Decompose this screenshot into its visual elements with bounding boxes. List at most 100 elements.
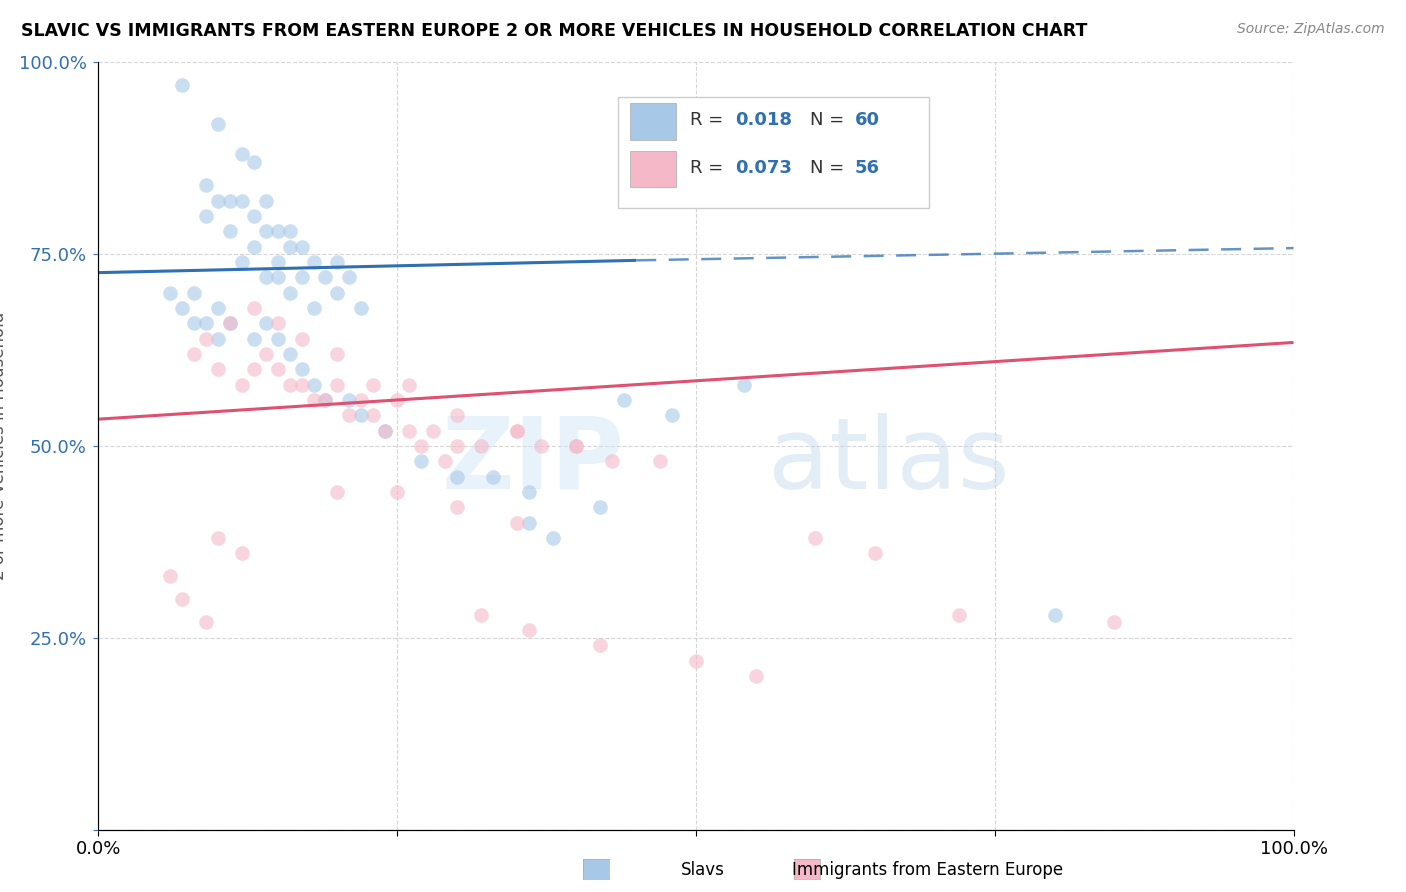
Text: 60: 60	[855, 111, 880, 129]
Point	[267, 362, 290, 376]
Point	[565, 439, 588, 453]
Point	[1104, 615, 1126, 630]
Point	[207, 301, 229, 315]
Point	[398, 377, 420, 392]
Point	[446, 469, 468, 483]
Point	[302, 377, 325, 392]
Point	[195, 209, 218, 223]
Point	[374, 424, 396, 438]
Point	[267, 255, 290, 269]
Text: R =: R =	[690, 160, 728, 178]
Point	[254, 270, 277, 285]
Point	[446, 409, 468, 423]
Point	[411, 439, 433, 453]
Text: N =: N =	[810, 160, 849, 178]
Point	[339, 270, 361, 285]
Point	[195, 615, 218, 630]
Point	[278, 377, 301, 392]
Point	[183, 285, 205, 300]
Point	[350, 301, 373, 315]
Point	[278, 285, 301, 300]
FancyBboxPatch shape	[630, 103, 676, 140]
Text: SLAVIC VS IMMIGRANTS FROM EASTERN EUROPE 2 OR MORE VEHICLES IN HOUSEHOLD CORRELA: SLAVIC VS IMMIGRANTS FROM EASTERN EUROPE…	[21, 22, 1087, 40]
Point	[506, 424, 529, 438]
Point	[183, 316, 205, 330]
Point	[207, 332, 229, 346]
Point	[159, 569, 181, 583]
Point	[326, 347, 349, 361]
Point	[243, 155, 266, 169]
Point	[363, 409, 385, 423]
Point	[267, 332, 290, 346]
Point	[172, 78, 194, 93]
Point	[804, 531, 827, 545]
Text: 0.073: 0.073	[735, 160, 793, 178]
Text: R =: R =	[690, 111, 728, 129]
Point	[254, 194, 277, 208]
Point	[481, 469, 505, 483]
Point	[195, 332, 218, 346]
Text: atlas: atlas	[768, 413, 1010, 510]
Point	[291, 239, 314, 253]
Text: 56: 56	[855, 160, 880, 178]
Point	[302, 255, 325, 269]
Point	[326, 377, 349, 392]
Point	[661, 409, 683, 423]
Point	[267, 270, 290, 285]
Point	[267, 224, 290, 238]
Point	[613, 392, 636, 407]
Point	[648, 454, 672, 468]
FancyBboxPatch shape	[630, 151, 676, 187]
Point	[589, 500, 612, 515]
Point	[172, 301, 194, 315]
Point	[470, 607, 492, 622]
Point	[219, 316, 242, 330]
Point	[315, 392, 337, 407]
Text: Source: ZipAtlas.com: Source: ZipAtlas.com	[1237, 22, 1385, 37]
Point	[1043, 607, 1066, 622]
Point	[530, 439, 553, 453]
Point	[506, 424, 529, 438]
Point	[302, 392, 325, 407]
Point	[231, 377, 253, 392]
Point	[517, 516, 540, 530]
Point	[243, 301, 266, 315]
Text: N =: N =	[810, 111, 849, 129]
Point	[254, 347, 277, 361]
Point	[243, 239, 266, 253]
Point	[207, 194, 229, 208]
Point	[865, 546, 887, 560]
Point	[243, 332, 266, 346]
Point	[172, 592, 194, 607]
Point	[565, 439, 588, 453]
Point	[385, 485, 409, 500]
Point	[278, 224, 301, 238]
Point	[385, 392, 409, 407]
Text: Slavs: Slavs	[681, 861, 725, 879]
Point	[339, 392, 361, 407]
Point	[195, 316, 218, 330]
Point	[231, 194, 253, 208]
Point	[254, 224, 277, 238]
Point	[470, 439, 492, 453]
Point	[446, 439, 468, 453]
Point	[745, 669, 768, 683]
Point	[159, 285, 181, 300]
Point	[326, 255, 349, 269]
Point	[243, 209, 266, 223]
Point	[291, 377, 314, 392]
Text: Immigrants from Eastern Europe: Immigrants from Eastern Europe	[793, 861, 1063, 879]
Point	[243, 362, 266, 376]
Text: ZIP: ZIP	[441, 413, 624, 510]
Point	[733, 377, 755, 392]
Point	[219, 194, 242, 208]
Point	[267, 316, 290, 330]
Point	[291, 332, 314, 346]
FancyBboxPatch shape	[619, 97, 929, 208]
Point	[602, 454, 624, 468]
Point	[350, 409, 373, 423]
Point	[302, 301, 325, 315]
Point	[363, 377, 385, 392]
Point	[183, 347, 205, 361]
Point	[278, 239, 301, 253]
